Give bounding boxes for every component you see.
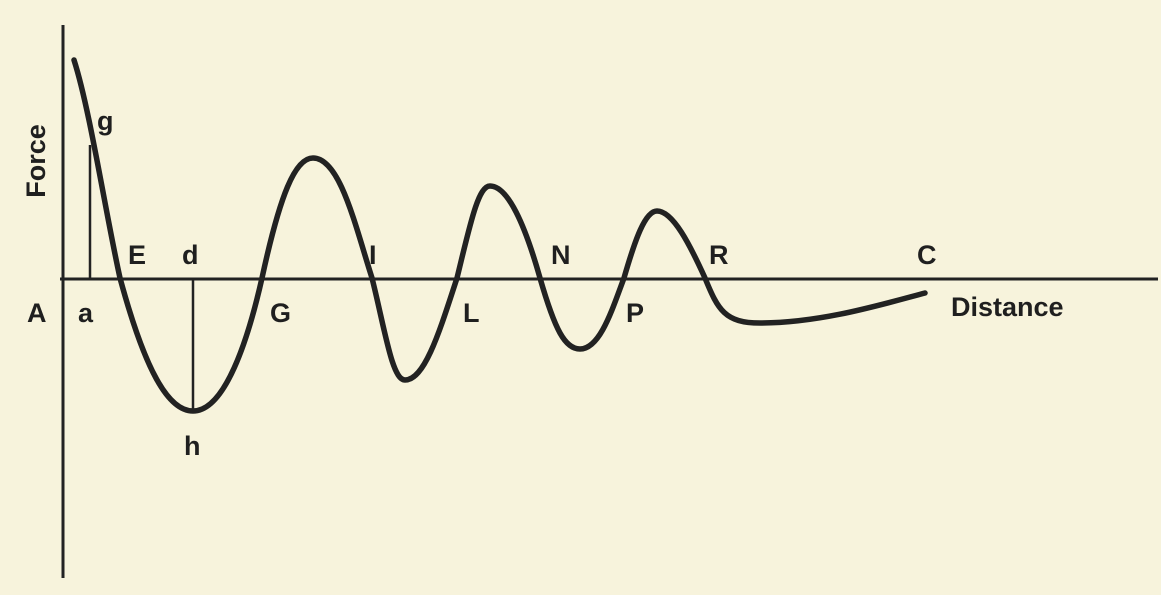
- point-label-R: R: [709, 240, 729, 270]
- point-label-G: G: [270, 298, 291, 328]
- point-label-E: E: [128, 240, 146, 270]
- force-curve: [71, 57, 928, 414]
- point-label-L: L: [463, 298, 480, 328]
- point-label-C: C: [917, 240, 937, 270]
- y-axis-label: Force: [21, 124, 51, 198]
- x-axis-label: Distance: [951, 292, 1064, 322]
- point-label-P: P: [626, 298, 644, 328]
- point-label-d: d: [182, 240, 199, 270]
- point-label-A: A: [27, 298, 47, 328]
- point-label-I: I: [369, 240, 377, 270]
- point-label-N: N: [551, 240, 571, 270]
- point-label-g: g: [97, 106, 114, 136]
- point-label-h: h: [184, 431, 201, 461]
- point-label-a: a: [78, 298, 94, 328]
